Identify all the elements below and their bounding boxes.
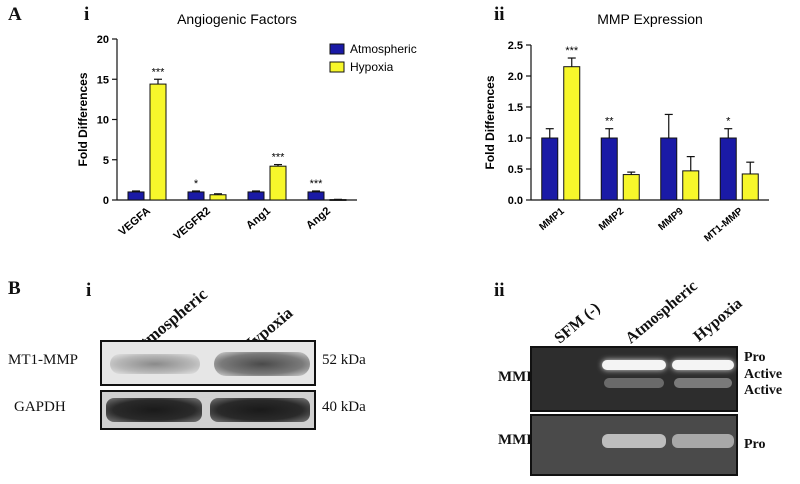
y-tick-label: 2.0 <box>508 71 523 83</box>
zymo-band-mmp1-hypoxia <box>672 434 734 448</box>
zymo-band-label-mmp1-pro: Pro <box>744 437 766 452</box>
panel-letter-b: B <box>8 278 21 299</box>
legend-label-hypoxia: Hypoxia <box>350 60 394 74</box>
chart-mmp-expression: MMP Expression 0.0 0.5 1.0 1.5 2.0 2.5 Fold Dif… <box>483 11 769 245</box>
significance-marker: *** <box>272 152 286 164</box>
blot-row-label-gapdh: GAPDH <box>14 399 66 415</box>
zymo-mmp2 <box>530 346 738 412</box>
chart-title: Angiogenic Factors <box>177 11 297 27</box>
zymo-column-label-hypoxia: Hypoxia <box>690 295 746 346</box>
zymo-column-label-sfm: SFM (-) <box>551 299 604 348</box>
sub-letter-a-ii: ii <box>494 4 505 25</box>
legend-label-atmospheric: Atmospheric <box>350 42 417 56</box>
y-tick-label: 0.0 <box>508 195 523 207</box>
zymo-band-mmp2-atmospheric-active <box>604 378 664 388</box>
x-tick-label-mmp2: MMP2 <box>597 206 627 233</box>
zymo-band-mmp2-hypoxia-active <box>674 378 732 388</box>
y-tick-label: 0.5 <box>508 164 523 176</box>
blot-row-label-mt1mmp: MT1-MMP <box>8 352 79 368</box>
significance-marker: *** <box>565 45 579 57</box>
chart-angiogenic-factors: Angiogenic Factors 0 5 10 15 20 Fold Differenc… <box>76 11 417 243</box>
zymo-band-label-pro: Pro <box>744 350 766 365</box>
y-tick-label: 0 <box>103 195 109 207</box>
zymo-band-label-active-1: Active <box>744 367 783 382</box>
x-tick-label-mmp1: MMP1 <box>537 206 567 233</box>
significance-marker: * <box>726 116 731 128</box>
legend-swatch-atmospheric <box>329 43 345 55</box>
x-tick-label-mmp9: MMP9 <box>656 206 686 233</box>
y-axis-label: Fold Differences <box>76 72 90 166</box>
y-tick-label: 2.5 <box>508 40 523 52</box>
significance-marker: * <box>194 178 199 190</box>
significance-marker: *** <box>152 66 166 78</box>
zymo-band-mmp2-hypoxia-pro <box>672 360 734 370</box>
zymo-band-label-active-2: Active <box>744 383 783 398</box>
bar-atmospheric-mmp9 <box>660 137 678 201</box>
bar-hypoxia-mmp2 <box>622 174 640 201</box>
band-mt1mmp-hypoxia <box>214 352 310 376</box>
y-tick-label: 1.5 <box>508 102 523 114</box>
bar-atmospheric-mmp1 <box>541 137 559 201</box>
bar-atmospheric-mmp2 <box>600 137 618 201</box>
y-tick-label: 15 <box>97 74 109 86</box>
zymo-band-mmp1-atmospheric <box>602 434 666 448</box>
zymo-band-mmp2-atmospheric-pro <box>602 360 666 370</box>
chart-title: MMP Expression <box>597 11 703 27</box>
y-tick-label: 20 <box>97 34 109 46</box>
panel-letter-a: A <box>8 4 22 25</box>
bar-hypoxia-mmp9 <box>682 170 700 201</box>
sub-letter-b-i: i <box>86 280 92 301</box>
zymo-mmp1 <box>530 414 738 476</box>
bar-atmospheric-mt1-mmp <box>719 137 737 201</box>
sub-letter-b-ii: ii <box>494 280 505 301</box>
y-tick-label: 5 <box>103 155 109 167</box>
y-axis-label: Fold Differences <box>483 75 497 169</box>
bar-hypoxia-mmp1 <box>563 66 581 201</box>
bar-hypoxia-mt1-mmp <box>741 173 759 201</box>
significance-marker: *** <box>310 178 324 190</box>
sub-letter-a-i: i <box>84 4 90 25</box>
y-tick-label: 10 <box>97 115 109 127</box>
significance-marker: ** <box>605 116 614 128</box>
legend-swatch-hypoxia <box>329 61 345 73</box>
blot-mt1mmp <box>100 340 316 386</box>
blot-size-52kda: 52 kDa <box>322 352 366 368</box>
y-tick-label: 1.0 <box>508 133 523 145</box>
blot-gapdh <box>100 390 316 430</box>
blot-size-40kda: 40 kDa <box>322 399 366 415</box>
x-tick-label-mt1-mmp: MT1-MMP <box>702 206 745 245</box>
band-gapdh-hypoxia <box>210 398 310 422</box>
zymo-column-label-atmospheric: Atmospheric <box>622 277 701 348</box>
band-mt1mmp-atmospheric <box>110 354 200 374</box>
band-gapdh-atmospheric <box>106 398 202 422</box>
